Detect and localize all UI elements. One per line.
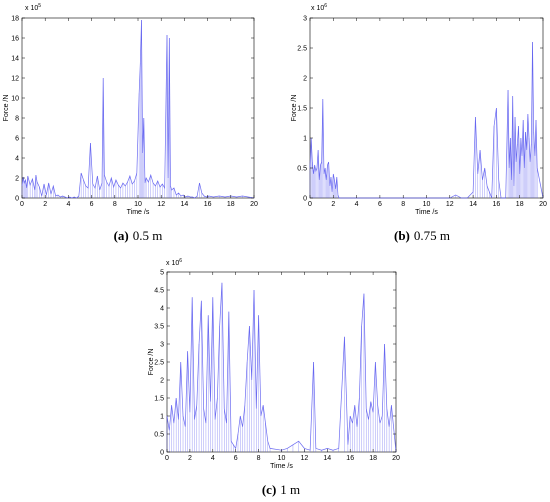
subplot-c-y-tick-label: 2.5 (154, 360, 164, 367)
subplot-a-x-axis-label: Time /s (127, 209, 150, 216)
subplot-c-caption: (c) 1 m (262, 482, 300, 497)
subplot-c-y-tick-label: 4 (160, 306, 164, 313)
subplot-c-multiplier: x 106 (166, 258, 182, 267)
subplot-c-x-tick-label: 0 (165, 455, 169, 462)
subplot-b-x-tick-label: 14 (469, 201, 477, 208)
subplot-c-y-tick-label: 2 (160, 378, 164, 385)
subplot-c-x-tick-label: 2 (188, 455, 192, 462)
subplot-c-x-axis-label: Time /s (270, 463, 293, 470)
subplot-b-x-tick-label: 18 (516, 201, 524, 208)
subplot-b-x-tick-label: 2 (331, 201, 335, 208)
subplot-b-y-tick-label: 0.5 (297, 166, 307, 173)
subplot-a-y-tick-label: 10 (11, 96, 19, 103)
subplot-b-y-tick-label: 1 (303, 136, 307, 143)
subplot-b-multiplier: x 106 (311, 3, 327, 12)
subplot-b-y-tick-label: 2.5 (297, 46, 307, 53)
subplot-a-caption: (a) 0.5 m (114, 228, 163, 243)
subplot-b-x-tick-label: 10 (423, 201, 431, 208)
subplot-c-y-axis-label: Force /N (148, 349, 155, 376)
subplot-b-x-axis-label: Time /s (415, 209, 438, 216)
subplot-c-y-tick-label: 1.5 (154, 396, 164, 403)
subplot-c-x-tick-label: 10 (278, 455, 286, 462)
subplot-a-x-tick-label: 2 (43, 201, 47, 208)
subplot-b-x-tick-label: 0 (308, 201, 312, 208)
subplot-a-x-tick-label: 8 (113, 201, 117, 208)
subplot-a-x-tick-label: 20 (250, 201, 258, 208)
subplot-b-caption: (b) 0.75 m (394, 228, 450, 243)
subplot-c-x-tick-label: 8 (257, 455, 261, 462)
subplot-a-y-tick-label: 16 (11, 36, 19, 43)
subplot-c-x-tick-label: 14 (323, 455, 331, 462)
subplot-a-x-tick-label: 12 (157, 201, 165, 208)
subplot-c-x-tick-label: 18 (369, 455, 377, 462)
subplot-b-x-tick-label: 20 (539, 201, 547, 208)
subplot-b-x-tick-label: 6 (378, 201, 382, 208)
subplot-a-multiplier: x 105 (25, 3, 41, 12)
subplot-c-x-tick-label: 16 (346, 455, 354, 462)
subplot-a-y-tick-label: 6 (15, 136, 19, 143)
subplot-c-y-tick-label: 5 (160, 270, 164, 277)
subplot-b-x-tick-label: 8 (401, 201, 405, 208)
subplot-c-x-tick-label: 4 (211, 455, 215, 462)
subplot-a-y-tick-label: 12 (11, 76, 19, 83)
subplot-a-y-axis-label: Force /N (3, 95, 10, 122)
subplot-b-x-tick-label: 12 (446, 201, 454, 208)
subplot-a-x-tick-label: 6 (90, 201, 94, 208)
subplot-a-y-tick-label: 14 (11, 56, 19, 63)
subplot-a-x-tick-label: 10 (134, 201, 142, 208)
subplot-a-y-tick-label: 18 (11, 16, 19, 23)
subplot-b-y-axis-label: Force /N (291, 95, 298, 122)
subplot-c-y-tick-label: 0.5 (154, 432, 164, 439)
subplot-b-y-tick-label: 3 (303, 16, 307, 23)
subplot-c-y-tick-label: 1 (160, 414, 164, 421)
subplot-b: x 106 0 2 4 6 8 10 12 14 16 18 20 0 0.5 1 1.5 2 2.5 3 Time… (291, 3, 547, 216)
subplot-a-x-tick-label: 4 (66, 201, 70, 208)
subplot-c-series-line (166, 282, 397, 453)
subplot-c-y-tick-label: 0 (160, 450, 164, 457)
subplot-b-x-tick-label: 16 (493, 201, 501, 208)
subplot-c-y-tick-label: 3 (160, 342, 164, 349)
subplot-b-y-tick-label: 2 (303, 76, 307, 83)
subplot-a: x 105 0 2 4 6 8 10 12 14 16 18 20 0 2 4 6 8 10 12 14 16 18 Ti… (3, 3, 258, 216)
subplot-b-x-tick-label: 4 (355, 201, 359, 208)
subplot-a-y-tick-label: 2 (15, 176, 19, 183)
subplot-a-y-tick-label: 4 (15, 156, 19, 163)
subplot-c: x 106 0 2 4 6 8 10 12 14 16 18 20 0 0.5 1 1.5 2 2.5 3 3.5 4… (148, 258, 400, 470)
subplot-c-y-tick-label: 3.5 (154, 324, 164, 331)
subplot-b-y-tick-label: 1.5 (297, 106, 307, 113)
subplot-c-x-tick-label: 6 (234, 455, 238, 462)
subplot-b-y-tick-label: 0 (303, 196, 307, 203)
subplot-c-x-tick-label: 12 (301, 455, 309, 462)
subplot-a-x-tick-label: 14 (181, 201, 189, 208)
subplot-a-x-tick-label: 16 (204, 201, 212, 208)
subplot-a-x-tick-label: 18 (227, 201, 235, 208)
subplot-c-y-tick-label: 4.5 (154, 288, 164, 295)
subplot-c-x-tick-label: 20 (392, 455, 400, 462)
subplot-a-y-tick-label: 0 (15, 196, 19, 203)
subplot-a-y-tick-label: 8 (15, 116, 19, 123)
subplot-a-x-tick-label: 0 (20, 201, 24, 208)
